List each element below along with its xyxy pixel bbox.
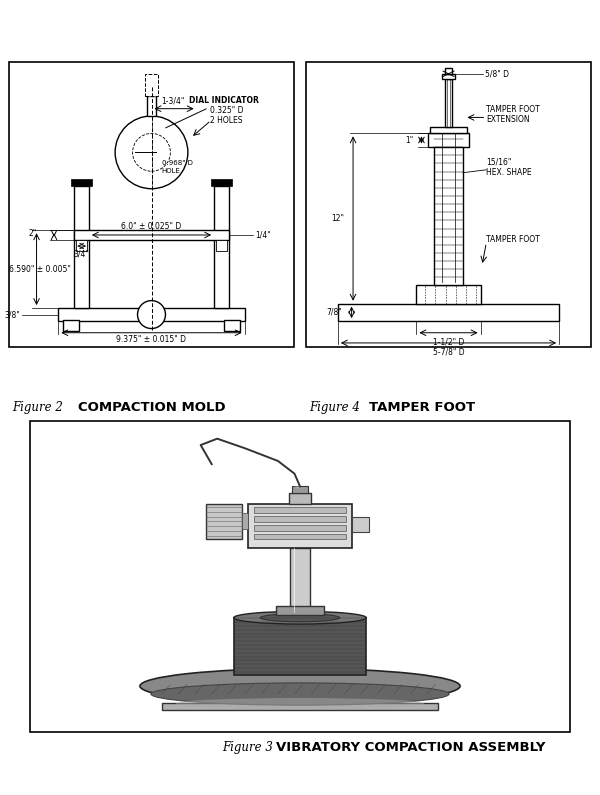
Ellipse shape — [151, 683, 449, 705]
Bar — [416, 285, 481, 304]
Text: COMPACTION MOLD: COMPACTION MOLD — [78, 401, 226, 413]
Bar — [254, 525, 346, 530]
Bar — [74, 186, 89, 308]
Bar — [276, 607, 324, 615]
Text: 1-1/2" D: 1-1/2" D — [433, 338, 464, 347]
Text: 1": 1" — [406, 136, 413, 145]
Text: TAMPER FOOT
EXTENSION: TAMPER FOOT EXTENSION — [487, 105, 540, 124]
Text: 3/4": 3/4" — [74, 250, 89, 259]
Bar — [292, 487, 308, 493]
Text: 1-3/4": 1-3/4" — [161, 97, 185, 106]
Text: TAMPER FOOT: TAMPER FOOT — [487, 235, 540, 244]
Bar — [352, 517, 369, 533]
Bar — [254, 516, 346, 522]
Text: 2": 2" — [28, 229, 37, 238]
Circle shape — [115, 116, 188, 188]
Text: VIBRATORY COMPACTION ASSEMBLY: VIBRATORY COMPACTION ASSEMBLY — [276, 741, 545, 754]
Text: 6.0" ± 0.025" D: 6.0" ± 0.025" D — [121, 223, 182, 231]
Ellipse shape — [234, 611, 366, 624]
Bar — [63, 320, 79, 332]
Bar — [224, 320, 240, 332]
Bar — [254, 533, 346, 540]
Bar — [290, 549, 310, 612]
Bar — [71, 180, 92, 186]
Text: Figure 2: Figure 2 — [12, 401, 63, 413]
Text: 0.325" D: 0.325" D — [210, 106, 243, 114]
Text: 3/8": 3/8" — [5, 310, 20, 319]
Text: Figure 4: Figure 4 — [309, 401, 360, 413]
Text: 15/16"
HEX. SHAPE: 15/16" HEX. SHAPE — [487, 157, 532, 176]
Bar — [162, 703, 438, 710]
Text: 9.375" ± 0.015" D: 9.375" ± 0.015" D — [116, 335, 187, 343]
Text: 1/4": 1/4" — [255, 231, 271, 239]
Bar — [215, 240, 227, 251]
Bar — [254, 507, 346, 513]
Bar — [58, 308, 245, 321]
Text: HOLE: HOLE — [161, 169, 181, 174]
Text: 0.968" D: 0.968" D — [161, 160, 193, 165]
Text: Figure 3: Figure 3 — [222, 741, 273, 754]
Text: 12": 12" — [331, 214, 344, 223]
Text: 7/8": 7/8" — [326, 308, 342, 317]
Text: DIAL INDICATOR: DIAL INDICATOR — [166, 96, 259, 128]
Ellipse shape — [176, 698, 424, 709]
Text: 5/8" D: 5/8" D — [485, 69, 509, 78]
Bar — [430, 127, 467, 134]
Bar — [248, 504, 352, 549]
Bar — [214, 186, 229, 308]
Bar — [445, 79, 452, 127]
Bar — [206, 504, 242, 539]
Bar — [289, 493, 311, 504]
Bar — [434, 130, 463, 285]
Bar — [242, 514, 248, 529]
Bar — [445, 68, 452, 74]
Text: 2 HOLES: 2 HOLES — [210, 116, 242, 125]
Text: 6.590" ± 0.005": 6.590" ± 0.005" — [10, 265, 71, 273]
Bar — [145, 75, 158, 96]
Bar — [148, 95, 155, 116]
Ellipse shape — [140, 669, 460, 704]
Bar — [74, 231, 229, 239]
Bar — [211, 180, 232, 186]
Bar — [428, 134, 469, 146]
Text: 5-7/8" D: 5-7/8" D — [433, 347, 464, 356]
Bar — [76, 240, 88, 251]
Bar — [338, 304, 559, 321]
Text: TAMPER FOOT: TAMPER FOOT — [369, 401, 475, 413]
Bar — [234, 618, 366, 675]
Circle shape — [137, 301, 166, 328]
Ellipse shape — [260, 614, 340, 622]
Bar — [442, 74, 455, 79]
Circle shape — [133, 134, 170, 171]
